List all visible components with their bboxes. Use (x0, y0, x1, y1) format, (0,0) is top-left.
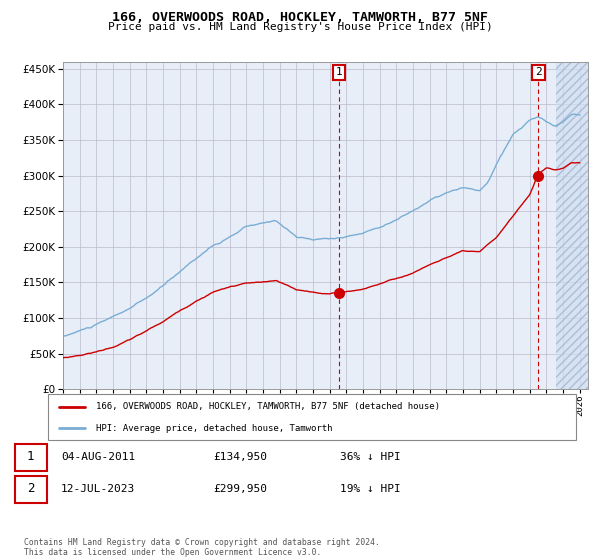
Text: £134,950: £134,950 (214, 451, 268, 461)
FancyBboxPatch shape (48, 394, 576, 440)
Text: 19% ↓ HPI: 19% ↓ HPI (340, 484, 401, 494)
Text: 1: 1 (336, 67, 343, 77)
Text: 12-JUL-2023: 12-JUL-2023 (61, 484, 135, 494)
Text: £299,950: £299,950 (214, 484, 268, 494)
Text: Price paid vs. HM Land Registry's House Price Index (HPI): Price paid vs. HM Land Registry's House … (107, 22, 493, 32)
FancyBboxPatch shape (15, 444, 47, 471)
Text: 2: 2 (535, 67, 542, 77)
Bar (556, 33, 588, 389)
Text: 36% ↓ HPI: 36% ↓ HPI (340, 451, 401, 461)
Text: 166, OVERWOODS ROAD, HOCKLEY, TAMWORTH, B77 5NF: 166, OVERWOODS ROAD, HOCKLEY, TAMWORTH, … (112, 11, 488, 24)
Text: HPI: Average price, detached house, Tamworth: HPI: Average price, detached house, Tamw… (95, 423, 332, 433)
Text: 2: 2 (26, 482, 34, 495)
FancyBboxPatch shape (15, 476, 47, 503)
Text: 1: 1 (26, 450, 34, 463)
Text: 166, OVERWOODS ROAD, HOCKLEY, TAMWORTH, B77 5NF (detached house): 166, OVERWOODS ROAD, HOCKLEY, TAMWORTH, … (95, 402, 440, 411)
Text: Contains HM Land Registry data © Crown copyright and database right 2024.
This d: Contains HM Land Registry data © Crown c… (24, 538, 380, 557)
Text: 04-AUG-2011: 04-AUG-2011 (61, 451, 135, 461)
